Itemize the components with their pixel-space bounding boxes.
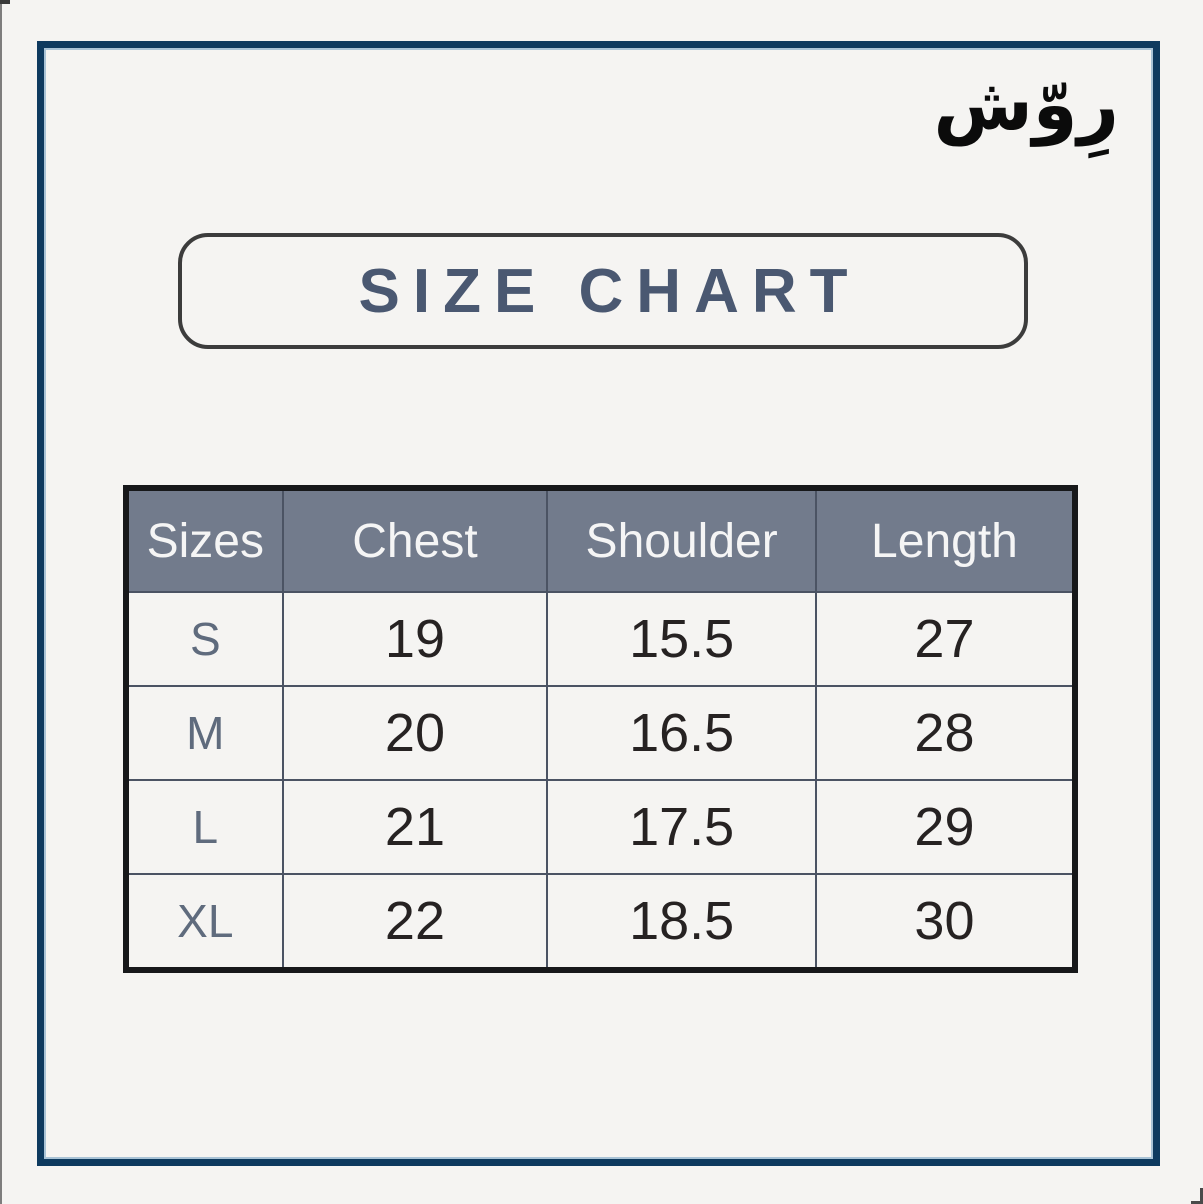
chest-value: 19 [281, 591, 549, 687]
table-row: L 21 17.5 29 [125, 779, 1077, 875]
chest-value: 21 [281, 779, 549, 875]
size-table: Sizes Chest Shoulder Length S 19 15.5 27… [123, 485, 1078, 973]
header-chest: Chest [281, 487, 549, 593]
bottom-right-edge-artifact [1200, 1188, 1203, 1204]
chest-value: 22 [281, 873, 549, 971]
shoulder-value: 16.5 [546, 685, 817, 781]
shoulder-value: 15.5 [546, 591, 817, 687]
length-value: 29 [814, 779, 1077, 875]
length-value: 30 [814, 873, 1077, 971]
bottom-right-edge-artifact [1191, 1201, 1203, 1204]
size-label: S [125, 591, 284, 687]
header-length: Length [814, 487, 1077, 593]
length-value: 27 [814, 591, 1077, 687]
size-label: XL [125, 873, 284, 971]
size-chart-title-box: SIZE CHART [178, 233, 1028, 349]
page-title: SIZE CHART [358, 256, 861, 326]
table-row: M 20 16.5 28 [125, 685, 1077, 781]
chest-value: 20 [281, 685, 549, 781]
left-edge-artifact [0, 0, 2, 1204]
length-value: 28 [814, 685, 1077, 781]
table-row: S 19 15.5 27 [125, 591, 1077, 687]
header-shoulder: Shoulder [546, 487, 817, 593]
table-row: XL 22 18.5 30 [125, 873, 1077, 971]
size-label: L [125, 779, 284, 875]
top-left-edge-artifact [0, 0, 10, 4]
shoulder-value: 18.5 [546, 873, 817, 971]
brand-logo-urdu: رِوّش [933, 62, 1119, 146]
size-label: M [125, 685, 284, 781]
border-frame [37, 41, 1160, 1166]
header-sizes: Sizes [125, 487, 284, 593]
table-header-row: Sizes Chest Shoulder Length [125, 487, 1077, 593]
shoulder-value: 17.5 [546, 779, 817, 875]
